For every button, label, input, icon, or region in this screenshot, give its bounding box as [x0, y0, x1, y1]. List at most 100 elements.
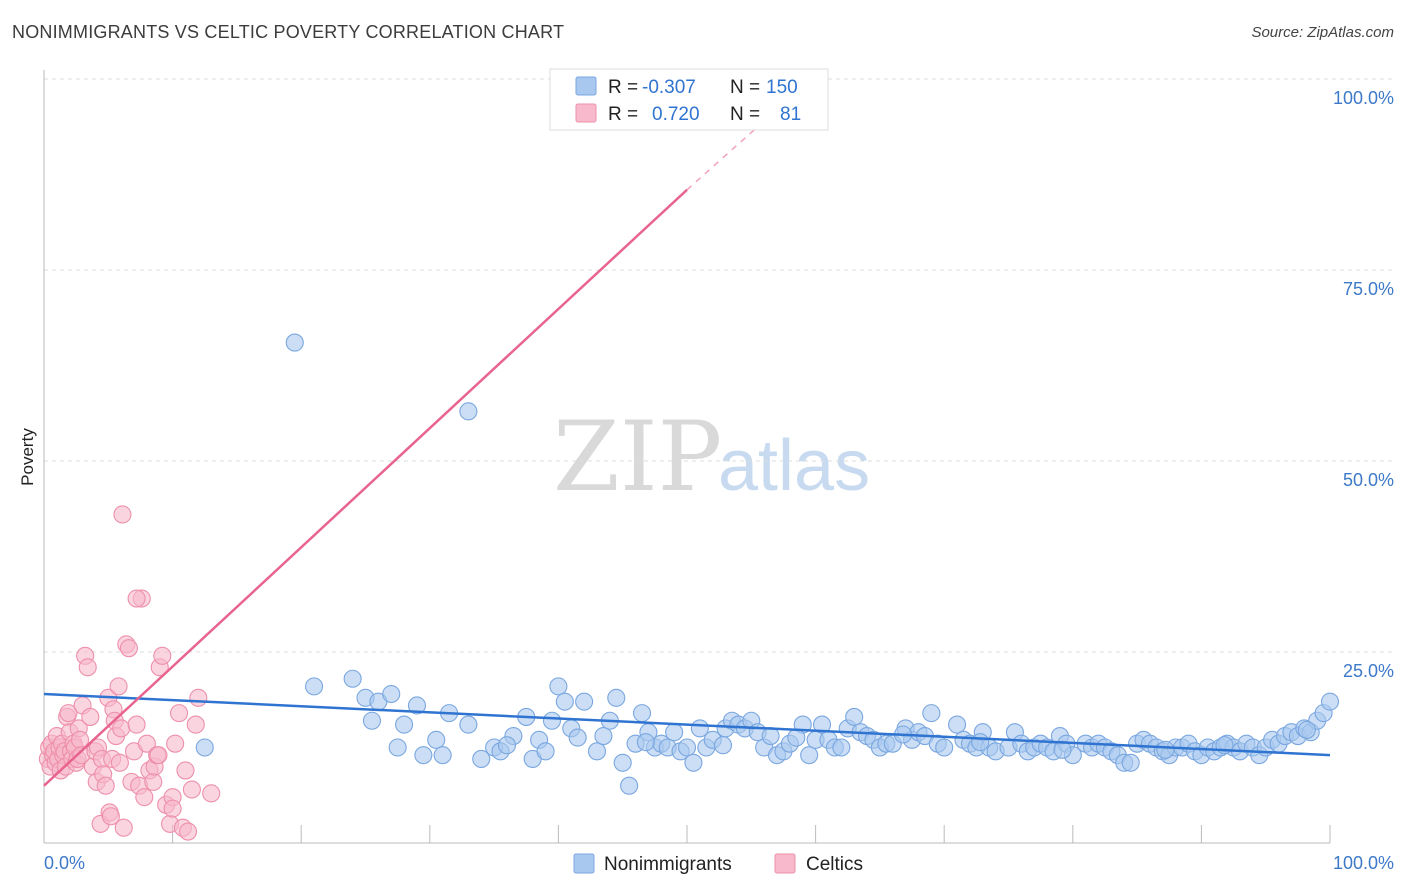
celtics-point-46 — [109, 677, 128, 696]
nonimmigrants-point-25 — [542, 711, 562, 730]
nonimmigrants-point-148 — [568, 728, 587, 747]
nonimmigrants-point-3 — [343, 669, 362, 688]
nonimmigrants-point-44 — [677, 738, 697, 757]
celtics-point-57 — [135, 788, 154, 807]
nonimmigrants-points — [195, 333, 1340, 795]
celtics-point-73 — [182, 780, 201, 799]
y-axis-label: Poverty — [18, 428, 37, 486]
celtics-point-38 — [96, 776, 115, 795]
nonimmigrants-point-81 — [935, 738, 954, 757]
nonimmigrants-point-12 — [427, 730, 446, 749]
series-legend: Nonimmigrants Celtics — [573, 853, 863, 875]
celtics-point-48 — [112, 719, 131, 738]
nonimmigrants-point-61 — [800, 746, 819, 765]
nonimmigrants-point-8 — [388, 738, 407, 757]
celtics-point-16 — [59, 704, 78, 723]
nonimmigrants-point-0 — [195, 738, 214, 757]
celtics-point-77 — [149, 746, 168, 765]
series-legend-celtics: Celtics — [806, 854, 863, 875]
nonimmigrants-point-42 — [665, 723, 684, 742]
nonimmigrants-point-143 — [971, 733, 990, 752]
y-tick-label-100: 100.0% — [1333, 88, 1394, 108]
correlation-legend: R = -0.307 N = 150 R = 0.720 N = 81 — [549, 68, 829, 131]
nonimmigrants-point-2 — [305, 677, 324, 696]
celtics-point-79 — [189, 688, 208, 707]
nonimmigrants-point-13 — [433, 746, 452, 765]
celtics-point-69 — [169, 704, 189, 723]
legend-r-value-1: -0.307 — [642, 77, 696, 98]
nonimmigrants-point-17 — [472, 749, 491, 769]
nonimmigrants-point-27 — [555, 692, 574, 711]
legend-n-value-2: 81 — [780, 104, 801, 125]
legend-n-label-1: N = — [730, 77, 760, 98]
legend-r-label-2: R = — [608, 104, 638, 125]
x-tick-label-100: 100.0% — [1333, 853, 1394, 873]
celtics-point-60 — [144, 772, 163, 791]
nonimmigrants-point-145 — [787, 728, 806, 747]
celtics-point-54 — [127, 715, 146, 734]
celtics-point-47 — [110, 753, 129, 772]
nonimmigrants-point-35 — [620, 776, 639, 795]
nonimmigrants-point-139 — [1297, 720, 1316, 739]
nonimmigrants-point-29 — [575, 692, 594, 711]
legend-r-value-2: 0.720 — [652, 104, 700, 125]
source-label: Source: ZipAtlas.com — [1251, 24, 1394, 41]
y-tick-label-50: 50.0% — [1343, 470, 1394, 490]
nonimmigrants-point-7 — [382, 684, 401, 704]
nonimmigrants-point-147 — [636, 733, 655, 752]
series-legend-swatch-nonimmigrants — [573, 853, 595, 874]
x-ticks — [172, 825, 1331, 843]
nonimmigrants-point-16 — [459, 402, 478, 421]
nonimmigrants-point-26 — [549, 677, 568, 696]
nonimmigrants-point-141 — [1156, 740, 1175, 759]
celtics-point-58 — [137, 734, 156, 753]
watermark-zip: ZIP — [553, 401, 722, 513]
nonimmigrants-point-15 — [459, 715, 478, 734]
nonimmigrants-trend-line — [43, 692, 1331, 757]
legend-r-label-1: R = — [608, 77, 638, 98]
nonimmigrants-point-33 — [607, 688, 626, 707]
celtics-point-51 — [119, 639, 138, 658]
celtics-point-30 — [81, 707, 100, 726]
series-legend-nonimmigrants: Nonimmigrants — [604, 854, 732, 875]
trend-lines — [43, 120, 1331, 787]
nonimmigrants-point-31 — [594, 726, 613, 746]
grid-lines — [44, 78, 1395, 653]
celtics-point-49 — [114, 818, 133, 837]
legend-swatch-blue — [575, 76, 597, 96]
nonimmigrants-point-5 — [362, 711, 381, 730]
celtics-points — [38, 505, 221, 841]
celtics-point-76 — [127, 589, 146, 608]
celtics-trend-line — [43, 188, 688, 787]
nonimmigrants-point-138 — [1320, 692, 1340, 711]
legend-swatch-pink — [575, 103, 597, 123]
nonimmigrants-point-37 — [632, 704, 652, 723]
celtics-point-68 — [166, 734, 185, 753]
nonimmigrants-point-1 — [285, 333, 304, 352]
nonimmigrants-point-45 — [684, 753, 703, 772]
nonimmigrants-point-11 — [414, 746, 433, 765]
x-tick-label-0: 0.0% — [44, 853, 85, 873]
celtics-point-72 — [178, 822, 198, 841]
celtics-point-80 — [202, 784, 221, 803]
nonimmigrants-point-149 — [497, 736, 517, 755]
celtics-point-29 — [78, 658, 97, 677]
celtics-trend-extension — [686, 120, 765, 191]
y-tick-labels: 25.0% 50.0% 75.0% 100.0% — [1333, 88, 1394, 681]
nonimmigrants-point-146 — [713, 736, 733, 755]
nonimmigrants-point-9 — [395, 715, 414, 734]
nonimmigrants-point-63 — [812, 715, 832, 734]
nonimmigrants-point-34 — [613, 753, 632, 772]
chart-title: NONIMMIGRANTS VS CELTIC POVERTY CORRELAT… — [12, 22, 565, 42]
y-tick-label-25: 25.0% — [1343, 661, 1394, 681]
celtics-point-41 — [101, 807, 120, 826]
nonimmigrants-point-10 — [407, 696, 426, 715]
nonimmigrants-point-107 — [1121, 753, 1140, 772]
nonimmigrants-point-66 — [832, 738, 851, 757]
celtics-point-74 — [186, 715, 205, 734]
legend-n-value-1: 150 — [766, 77, 798, 98]
nonimmigrants-point-68 — [845, 707, 864, 726]
nonimmigrants-point-82 — [948, 715, 967, 734]
series-legend-swatch-celtics — [774, 853, 796, 874]
